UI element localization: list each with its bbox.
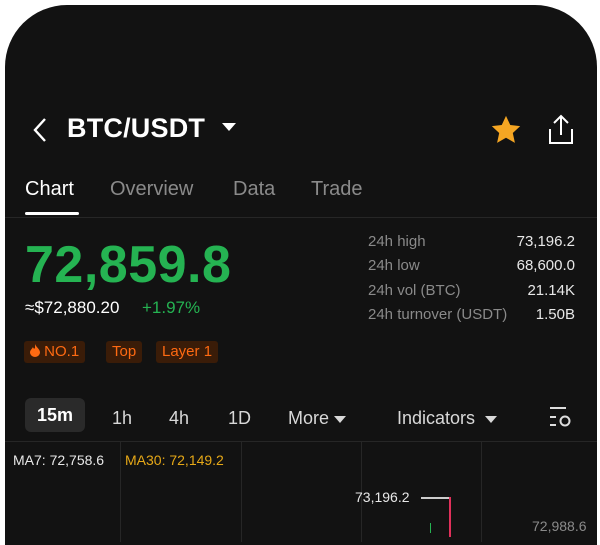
candle-red <box>449 497 451 537</box>
ma7-label: MA7: 72,758.6 <box>13 452 105 468</box>
grid-line <box>120 442 121 542</box>
high-marker-line <box>421 497 451 499</box>
indicators-button[interactable]: Indicators <box>397 403 498 433</box>
pair-title[interactable]: BTC/USDT <box>67 113 206 143</box>
interval-4h[interactable]: 4h <box>169 408 190 428</box>
divider <box>5 217 597 218</box>
stat-label: 24h vol (BTC) <box>368 282 461 299</box>
share-icon[interactable] <box>546 113 576 147</box>
tab-data[interactable]: Data <box>233 178 276 200</box>
price-change: +1.97% <box>142 298 201 317</box>
tab-overview[interactable]: Overview <box>110 178 194 200</box>
caret-down-icon[interactable] <box>221 121 237 133</box>
tag-top[interactable]: Top <box>106 341 143 363</box>
stat-label: 24h high <box>368 233 426 250</box>
grid-line <box>241 442 242 542</box>
last-price: 72,859.8 <box>25 236 232 294</box>
stat-label: 24h low <box>368 257 420 274</box>
flame-icon <box>30 344 40 357</box>
tag-no1[interactable]: NO.1 <box>24 341 86 363</box>
stat-value: 21.14K <box>527 282 575 299</box>
caret-down-icon <box>334 416 347 423</box>
interval-1d[interactable]: 1D <box>228 408 252 428</box>
more-intervals-button[interactable]: More <box>288 403 347 433</box>
stat-label: 24h turnover (USDT) <box>368 306 508 323</box>
star-icon[interactable] <box>489 113 523 147</box>
tag-layer1[interactable]: Layer 1 <box>156 341 219 363</box>
more-label: More <box>288 408 330 428</box>
caret-down-icon <box>485 416 498 423</box>
stat-value: 73,196.2 <box>516 233 575 250</box>
grid-line <box>481 442 482 542</box>
chart-top-border <box>5 441 597 442</box>
interval-15m[interactable]: 15m <box>25 398 86 432</box>
tab-chart[interactable]: Chart <box>25 178 74 200</box>
high-marker-label: 73,196.2 <box>355 489 410 505</box>
usd-equivalent: ≈$72,880.20 <box>25 298 120 317</box>
stat-value: 68,600.0 <box>516 257 575 274</box>
stat-value: 1.50B <box>535 306 575 323</box>
price-axis-label: 72,988.6 <box>532 518 587 534</box>
indicators-label: Indicators <box>397 408 476 428</box>
tag-label: NO.1 <box>44 343 80 360</box>
chart-settings-icon[interactable] <box>549 406 573 428</box>
active-tab-indicator <box>25 212 79 215</box>
interval-1h[interactable]: 1h <box>112 408 133 428</box>
tab-trade[interactable]: Trade <box>311 178 363 200</box>
grid-line <box>361 442 362 542</box>
app-screen: BTC/USDT Chart Overview Data Trade 72,85… <box>5 5 597 545</box>
chevron-left-icon[interactable] <box>31 116 49 144</box>
ma30-label: MA30: 72,149.2 <box>125 452 224 468</box>
